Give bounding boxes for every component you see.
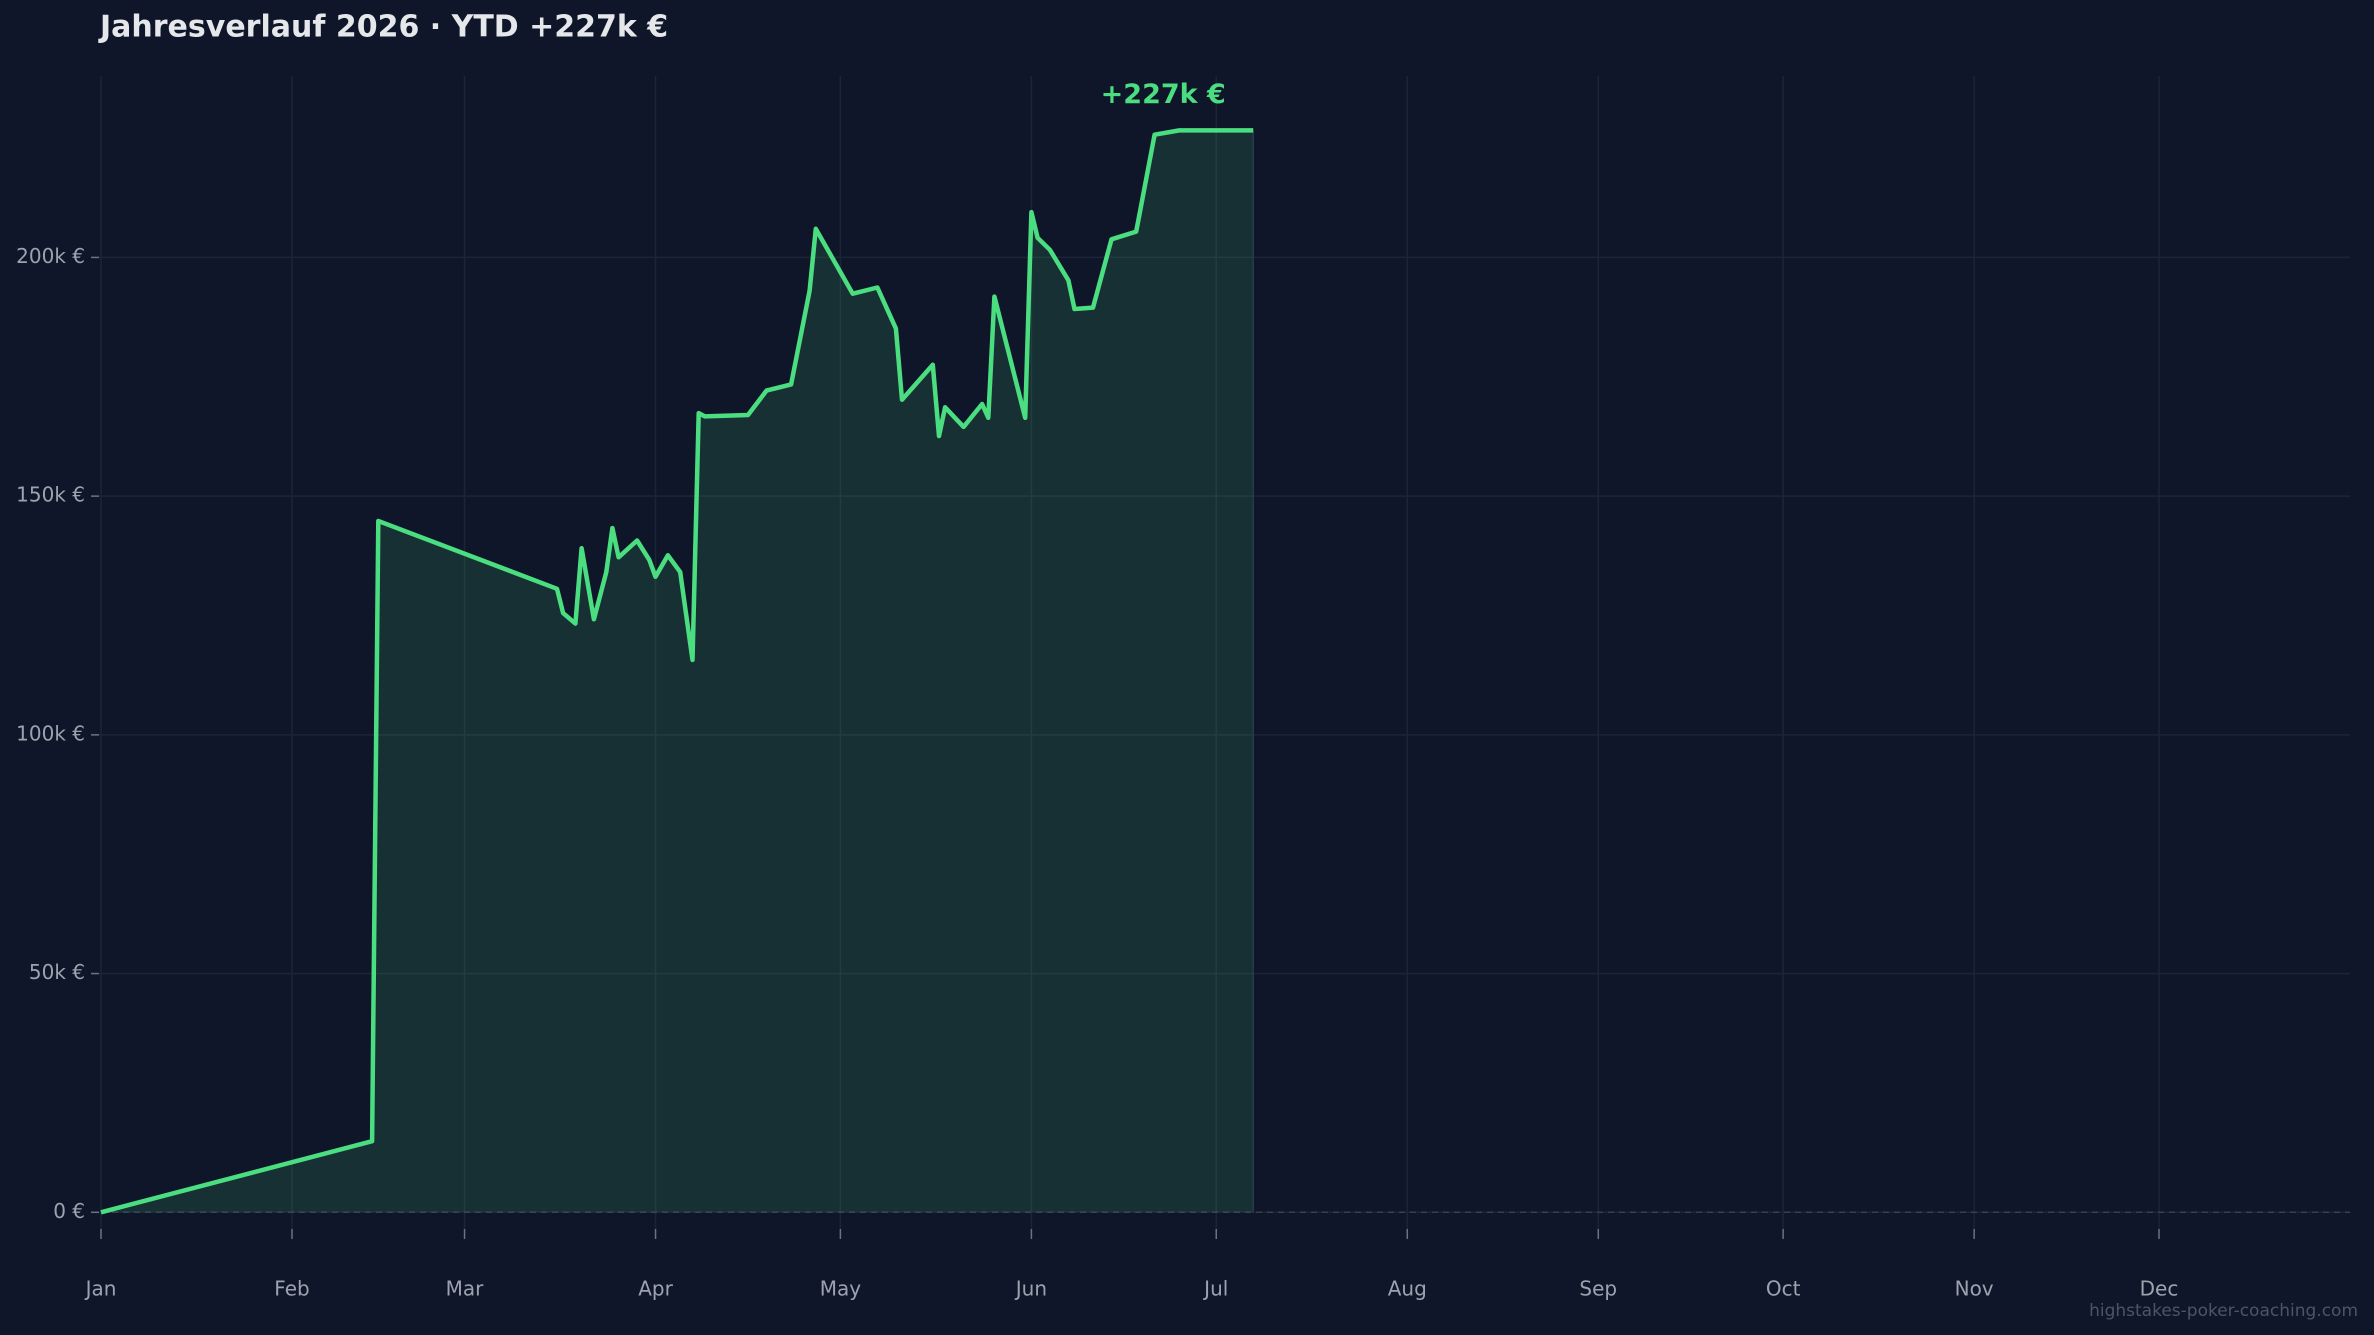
x-tick-label: Sep: [1579, 1277, 1617, 1301]
x-tick-label: Apr: [638, 1277, 673, 1301]
watermark: highstakes-poker-coaching.com: [2089, 1301, 2358, 1321]
x-tick-label: Jun: [1014, 1277, 1047, 1301]
y-tick-label: 100k €: [16, 721, 85, 745]
x-tick-label: Oct: [1766, 1277, 1801, 1301]
x-tick-label: Dec: [2140, 1277, 2179, 1301]
x-tick-label: Jul: [1202, 1277, 1228, 1301]
y-tick-label: 50k €: [29, 960, 85, 984]
x-tick-label: Nov: [1955, 1277, 1994, 1301]
y-tick-label: 150k €: [16, 483, 85, 507]
y-tick-label: 200k €: [16, 244, 85, 268]
x-tick-label: Feb: [274, 1277, 309, 1301]
x-tick-label: Mar: [446, 1277, 485, 1301]
x-tick-label: Aug: [1388, 1277, 1427, 1301]
x-tick-label: May: [820, 1277, 862, 1301]
line: [100, 128, 1254, 1215]
x-tick-label: Jan: [84, 1277, 117, 1301]
area: [101, 130, 1254, 1213]
y-tick-label: 0 €: [53, 1199, 85, 1223]
chart-title: Jahresverlauf 2026 · YTD +227k €: [98, 10, 668, 45]
annotation: +227k €: [1101, 79, 1226, 110]
